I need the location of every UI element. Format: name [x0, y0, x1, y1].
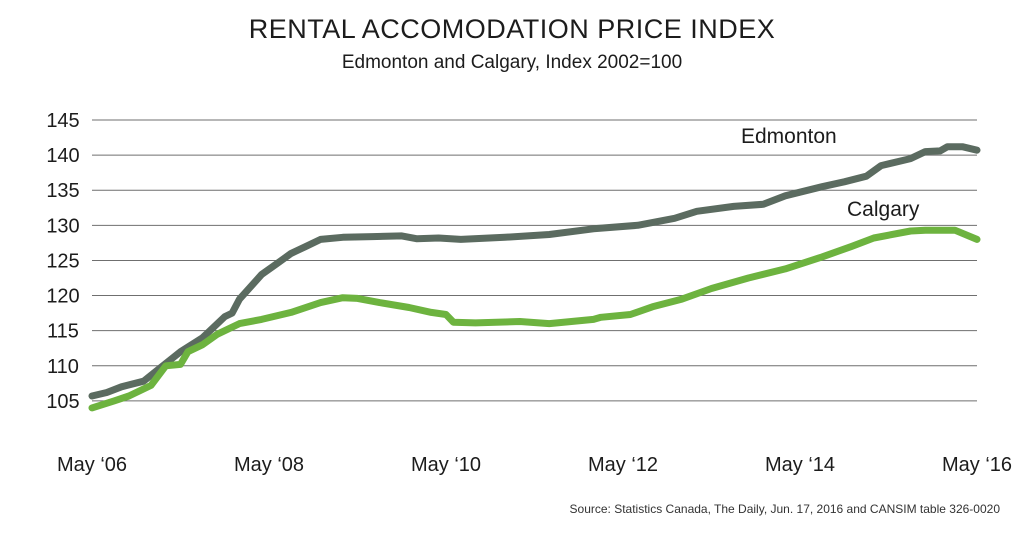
chart-title: RENTAL ACCOMODATION PRICE INDEX	[248, 14, 776, 44]
y-tick-label: 105	[46, 391, 79, 413]
x-tick-label: May ‘08	[234, 454, 304, 476]
series-label: Calgary	[847, 198, 920, 221]
y-tick-label: 125	[46, 250, 79, 272]
y-tick-label: 120	[46, 286, 79, 308]
x-tick-label: May ‘14	[765, 454, 835, 476]
y-tick-label: 110	[47, 356, 79, 378]
y-tick-label: 145	[46, 110, 79, 132]
x-tick-label: May ‘06	[57, 454, 127, 476]
x-tick-label: May ‘10	[411, 454, 481, 476]
y-tick-label: 135	[46, 180, 79, 202]
y-tick-label: 115	[47, 321, 79, 343]
series-label: Edmonton	[741, 125, 837, 148]
series-line-edmonton	[88, 143, 981, 400]
chart-subtitle: Edmonton and Calgary, Index 2002=100	[341, 52, 683, 73]
series-line-calgary	[88, 226, 981, 412]
source-note: Source: Statistics Canada, The Daily, Ju…	[569, 502, 1000, 516]
y-tick-label: 130	[46, 215, 79, 237]
x-tick-label: May ‘16	[942, 454, 1012, 476]
y-tick-label: 140	[46, 145, 79, 167]
x-tick-label: May ‘12	[588, 454, 658, 476]
